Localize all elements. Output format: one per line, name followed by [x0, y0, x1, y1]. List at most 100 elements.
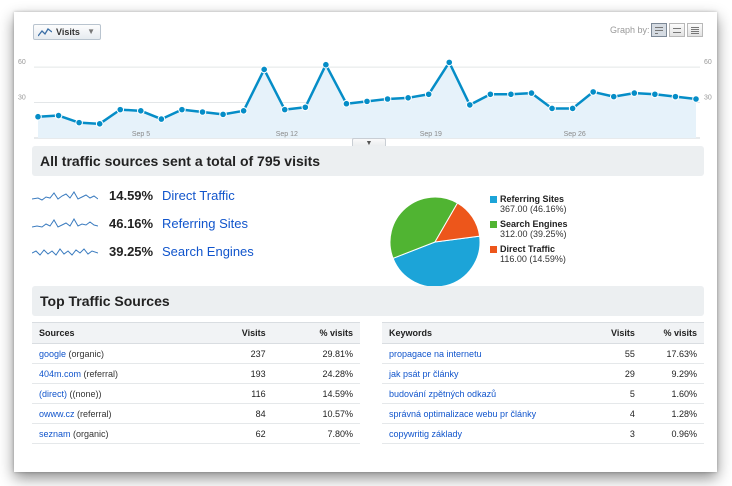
y-tick-label-left: 30 [18, 95, 26, 102]
pct-cell: 10.57% [272, 403, 360, 424]
data-point[interactable] [157, 115, 166, 123]
source-link[interactable]: owww.cz [39, 408, 75, 419]
pie-slice[interactable] [392, 235, 481, 288]
source-link-direct[interactable]: Direct Traffic [162, 188, 235, 203]
data-point[interactable] [198, 108, 207, 116]
graph-by-day-button[interactable] [651, 23, 667, 37]
data-point[interactable] [239, 107, 248, 115]
data-point[interactable] [383, 95, 392, 103]
keyword-link[interactable]: copywritig základy [389, 428, 463, 439]
legend-swatch [490, 221, 497, 228]
keyword-link[interactable]: správná optimalizace webu pr články [389, 408, 537, 419]
data-point[interactable] [342, 99, 351, 108]
data-point[interactable] [568, 104, 577, 113]
series-area [38, 62, 696, 139]
column-header-keywords[interactable]: Keywords [382, 322, 593, 344]
visits-cell: 29 [592, 363, 642, 384]
visits-cell: 237 [203, 343, 273, 364]
graph-by-week-button[interactable] [669, 23, 685, 37]
legend-title: Referring Sites [500, 194, 565, 204]
data-point[interactable] [178, 105, 186, 114]
data-point[interactable] [301, 103, 310, 112]
source-link[interactable]: 404m.com [39, 368, 82, 379]
source-link[interactable]: google [39, 348, 67, 359]
source-link[interactable]: (direct) [39, 388, 68, 399]
legend-swatch [490, 246, 497, 253]
metric-selector[interactable]: Visits ▼ [33, 24, 101, 40]
data-point[interactable] [54, 111, 63, 120]
data-point[interactable] [219, 110, 227, 119]
source-link[interactable]: seznam [39, 428, 71, 439]
data-point[interactable] [280, 105, 289, 114]
data-point[interactable] [424, 90, 433, 99]
column-header-visits[interactable]: Visits [203, 322, 273, 344]
dashboard-card: Visits ▼ Graph by: 60 60 30 30 Sep 5 Sep 12 Se… [14, 12, 717, 472]
data-point[interactable] [116, 105, 125, 114]
keyword-link[interactable]: propagace na internetu [389, 348, 482, 359]
data-point[interactable] [466, 101, 474, 109]
pie-slice[interactable] [434, 202, 481, 243]
visits-cell: 84 [203, 403, 273, 424]
column-header-sources[interactable]: Sources [32, 322, 204, 344]
table-row: správná optimalizace webu pr články 4 1.… [382, 403, 704, 424]
table-row: google (organic) 237 29.81% [32, 343, 360, 364]
data-point[interactable] [630, 89, 639, 97]
column-header-pct[interactable]: % visits [272, 322, 360, 344]
data-point[interactable] [692, 95, 700, 103]
data-point[interactable] [589, 88, 597, 96]
visits-line-chart: 60 60 30 30 Sep 5 Sep 12 Sep 19 Sep 26 [14, 42, 717, 142]
source-link-search[interactable]: Search Engines [162, 244, 254, 259]
pct-cell: 1.60% [641, 383, 704, 404]
data-point[interactable] [34, 112, 42, 121]
data-point[interactable] [548, 104, 556, 113]
data-point[interactable] [609, 92, 618, 101]
visits-cell: 116 [203, 383, 273, 404]
legend-item-referring: Referring Sites 367.00 (46.16%) [490, 194, 568, 214]
sparkline-icon [32, 191, 98, 201]
pct-cell: 9.29% [641, 363, 704, 384]
data-point[interactable] [486, 90, 495, 99]
data-point[interactable] [404, 94, 412, 102]
source-medium: ((none)) [69, 388, 102, 399]
summary-title: All traffic sources sent a total of 795 … [40, 153, 321, 169]
keyword-link[interactable]: budování zpětných odkazů [389, 388, 497, 399]
table-row: budování zpětných odkazů 5 1.60% [382, 383, 704, 404]
source-medium: (organic) [68, 348, 105, 359]
keyword-cell: budování zpětných odkazů [382, 383, 593, 404]
pie-slice[interactable] [389, 196, 459, 259]
column-header-visits[interactable]: Visits [592, 322, 642, 344]
x-tick-label: Sep 12 [276, 131, 298, 138]
data-point[interactable] [507, 90, 515, 99]
source-pct: 46.16% [109, 216, 154, 231]
visits-cell: 62 [203, 423, 273, 444]
data-point[interactable] [363, 97, 371, 106]
sources-table: Sources Visits % visits google (organic)… [32, 322, 360, 444]
data-point[interactable] [260, 65, 268, 74]
keyword-link[interactable]: jak psát pr články [389, 368, 459, 379]
sparkline-icon [32, 248, 98, 256]
data-point[interactable] [527, 89, 536, 97]
data-point[interactable] [651, 90, 659, 99]
pct-cell: 14.59% [272, 383, 360, 404]
visits-cell: 4 [592, 403, 642, 424]
legend-value: 312.00 (39.25%) [500, 229, 567, 239]
keyword-cell: jak psát pr články [382, 363, 593, 384]
legend-item-search: Search Engines 312.00 (39.25%) [490, 219, 568, 239]
table-row: propagace na internetu 55 17.63% [382, 343, 704, 364]
line-chart-icon [38, 28, 52, 37]
data-point[interactable] [322, 60, 330, 69]
table-row: seznam (organic) 62 7.80% [32, 423, 360, 444]
data-point[interactable] [671, 92, 680, 101]
pct-cell: 24.28% [272, 363, 360, 384]
column-header-pct[interactable]: % visits [641, 322, 704, 344]
source-row-search: 39.25% Search Engines [32, 242, 362, 262]
table-row: 404m.com (referral) 193 24.28% [32, 363, 360, 384]
graph-by-month-button[interactable] [687, 23, 703, 37]
data-point[interactable] [75, 118, 83, 127]
data-point[interactable] [137, 107, 145, 115]
source-link-referring[interactable]: Referring Sites [162, 216, 248, 231]
data-point[interactable] [95, 120, 104, 128]
summary-header: All traffic sources sent a total of 795 … [32, 146, 704, 176]
traffic-pie-chart [389, 196, 481, 288]
data-point[interactable] [445, 58, 454, 67]
